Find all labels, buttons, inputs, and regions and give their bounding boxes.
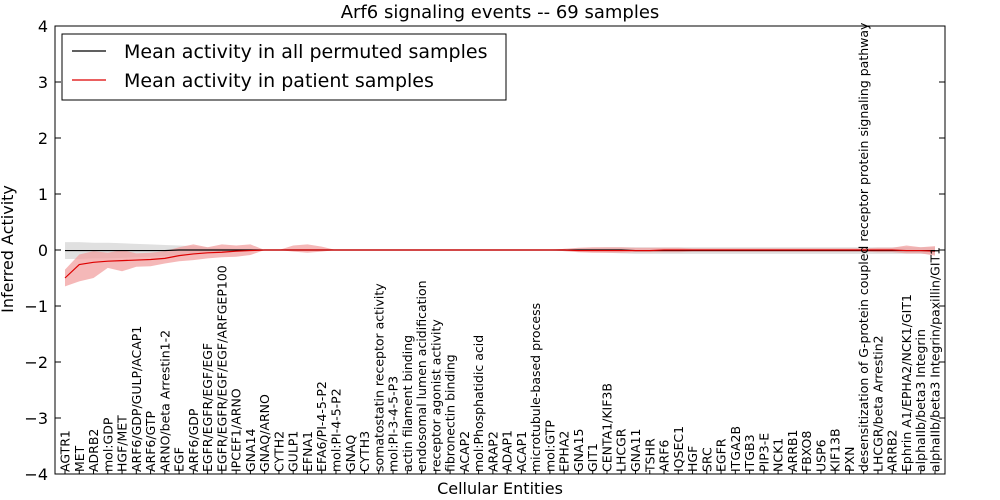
x-tick-label: EPHA2: [557, 431, 572, 472]
x-tick-label: GNA14: [243, 428, 258, 472]
x-tick-label: ARF6/GTP: [143, 411, 158, 472]
x-tick-label: mol:Phosphatidic acid: [471, 335, 486, 472]
x-axis-title: Cellular Entities: [437, 479, 563, 498]
x-tick-label: GNA15: [571, 429, 586, 473]
y-tick-label: −2: [24, 353, 48, 372]
x-tick-label: IQSEC1: [671, 426, 686, 472]
x-tick-label: ARRB2: [885, 430, 900, 472]
x-tick-label: EGFR/EGFR/EGF/EGF: [200, 343, 215, 472]
x-tick-label: somatostatin receptor activity: [371, 283, 386, 472]
x-tick-label: GNA11: [628, 429, 643, 473]
x-tick-label: alphaIIb/beta3 Integrin/paxillin/GIT1: [928, 247, 943, 472]
legend-label-patient: Mean activity in patient samples: [124, 70, 434, 92]
x-tick-label: FBXO8: [799, 431, 814, 472]
x-tick-label: mol:PI-3-4-5-P3: [386, 376, 401, 472]
x-tick-label: actin filament binding: [400, 335, 415, 472]
x-tick-label: ITGA2B: [728, 426, 743, 472]
x-tick-label: mol:GTP: [542, 420, 557, 472]
y-tick-label: −1: [24, 297, 48, 316]
x-tick-label: ARNO/beta Arrestin1-2: [157, 330, 172, 472]
x-tick-label: GNAQ: [343, 435, 358, 472]
x-tick-label: ACAP1: [514, 431, 529, 472]
x-tick-label: PXN: [842, 447, 857, 472]
y-tick-label: 2: [38, 129, 48, 148]
x-tick-label: ARRB1: [785, 430, 800, 472]
x-tick-label: GULP1: [286, 431, 301, 472]
x-tick-label: TSHR: [642, 438, 657, 473]
y-tick-labels: −4 −3 −2 −1 0 1 2 3 4: [24, 17, 48, 484]
x-tick-label: GNAQ/ARNO: [257, 394, 272, 472]
y-tick-label: −3: [24, 409, 48, 428]
x-tick-label: EFA6/PI-4-5-P2: [314, 381, 329, 472]
x-tick-label: EGFR: [714, 438, 729, 472]
x-tick-label: microtubule-based process: [528, 303, 543, 472]
x-tick-label: KIF13B: [828, 428, 843, 472]
x-tick-label: ACAP2: [457, 431, 472, 472]
x-tick-label: ADRB2: [86, 429, 101, 472]
x-tick-label: EFNA1: [300, 431, 315, 472]
x-tick-label: ITGB3: [742, 434, 757, 472]
x-tick-label: HGF/MET: [115, 415, 130, 472]
x-tick-label: EGF: [172, 447, 187, 472]
x-tick-label: EGFR/EGFR/EGF/EGF/ARFGEP100: [214, 265, 229, 472]
legend: Mean activity in all permuted samples Me…: [61, 33, 507, 101]
x-tick-label: fibronectin binding: [443, 354, 458, 472]
x-tick-label: endosomal lumen acidification: [414, 280, 429, 472]
x-tick-label: NCK1: [771, 438, 786, 472]
x-tick-label: ADAP1: [500, 430, 515, 472]
y-tick-label: 1: [38, 185, 48, 204]
chart-title: Arf6 signaling events -- 69 samples: [341, 2, 660, 23]
x-tick-label: AGTR1: [58, 430, 73, 472]
x-tick-label: ARAP2: [485, 431, 500, 472]
x-tick-label: ARF6/GDP/GULP/ACAP1: [129, 326, 144, 472]
x-tick-label: desensitization of G-protein coupled rec…: [856, 22, 871, 472]
x-tick-label: GIT1: [585, 443, 600, 472]
x-tick-label: IPCEF1/ARNO: [229, 388, 244, 472]
x-tick-label: PIP3-E: [756, 433, 771, 472]
y-tick-label: 0: [38, 241, 48, 260]
x-tick-label: mol:PI-4-5-P2: [328, 388, 343, 472]
x-tick-label: CYTH2: [271, 431, 286, 472]
x-tick-label: Ephrin A1/EPHA2/NCK1/GIT1: [899, 294, 914, 472]
x-tick-label: LHCGR: [614, 428, 629, 472]
x-tick-label: SRC: [699, 447, 714, 472]
axis-ticks: [55, 25, 945, 475]
legend-box: [61, 33, 507, 101]
x-tick-label: HGF: [685, 446, 700, 472]
x-tick-label: CYTH3: [357, 431, 372, 472]
y-tick-label: −4: [24, 465, 48, 484]
y-tick-label: 3: [38, 73, 48, 92]
confidence-bands: [65, 242, 935, 287]
x-tick-label: LHCGR/beta Arrestin2: [870, 335, 885, 472]
series-lines: [64, 249, 936, 279]
x-tick-label: mol:GDP: [100, 417, 115, 472]
x-tick-label: receptor agonist activity: [428, 319, 443, 472]
line-patient: [64, 249, 936, 279]
x-tick-label: ARF6: [657, 440, 672, 472]
x-tick-label: CENTA1/KIF3B: [599, 383, 614, 472]
y-axis-title: Inferred Activity: [0, 185, 17, 313]
x-tick-label: ARF6/GDP: [186, 408, 201, 472]
x-tick-labels: AGTR1 MET ADRB2 mol:GDP HGF/MET ARF6/GDP/GULP…: [58, 22, 943, 473]
x-tick-label: USP6: [813, 439, 828, 472]
x-tick-label: MET: [72, 445, 87, 472]
y-tick-label: 4: [38, 17, 48, 36]
x-tick-label: alphaIIb/beta3 Integrin: [913, 329, 928, 472]
legend-label-permuted: Mean activity in all permuted samples: [124, 41, 487, 63]
band-patient: [65, 244, 935, 287]
